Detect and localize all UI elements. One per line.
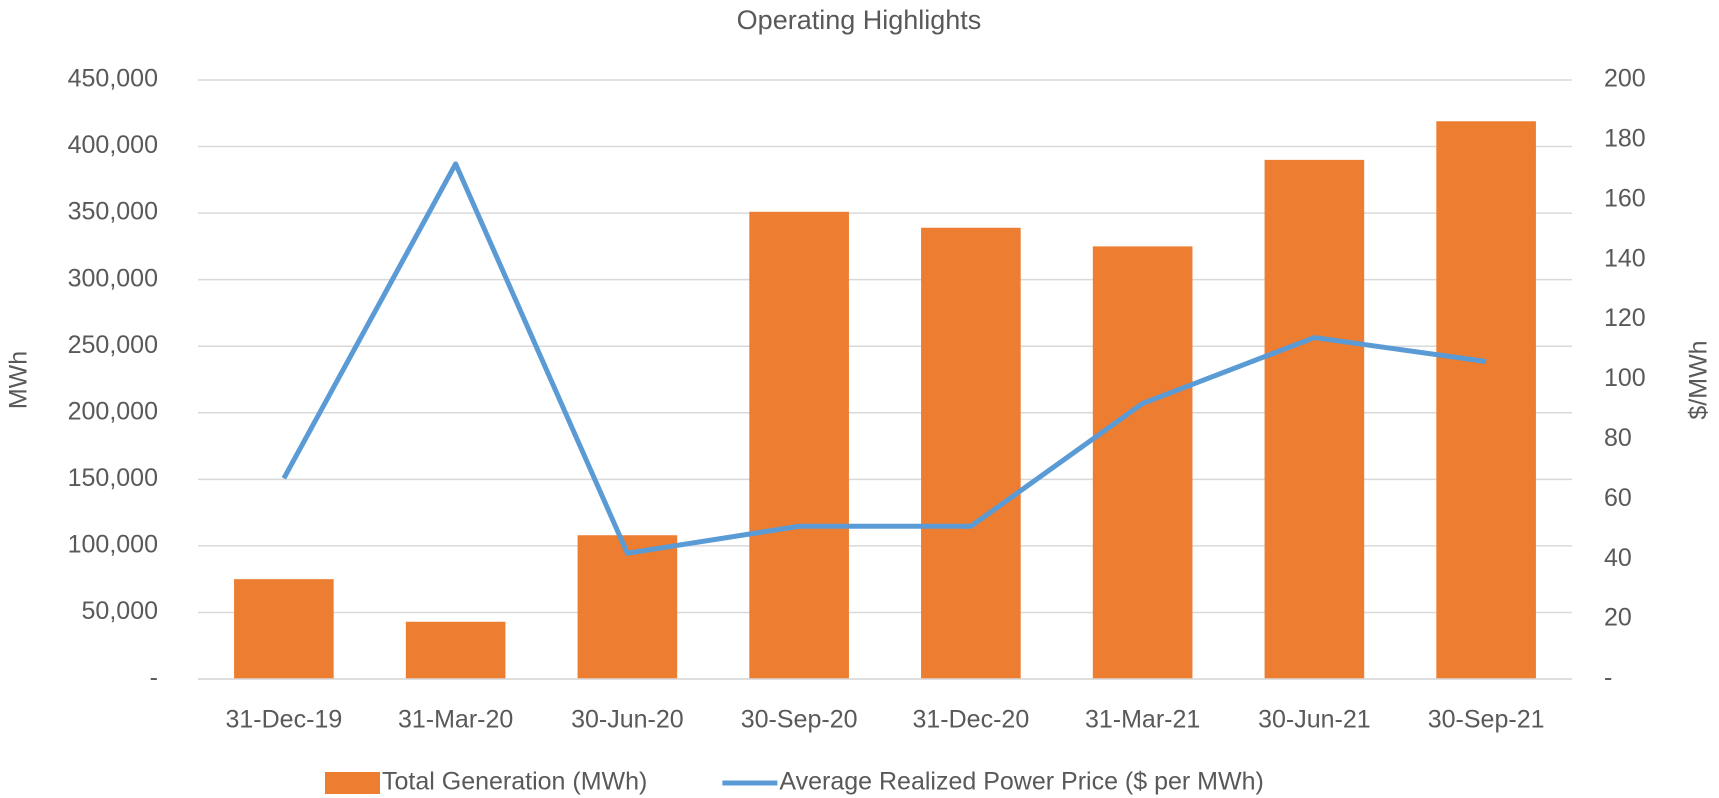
y2-tick-label: 80: [1604, 424, 1632, 452]
legend-swatch: [325, 772, 380, 794]
y2-axis-title: $/MWh: [1685, 340, 1713, 419]
y2-tick-label: 160: [1604, 184, 1646, 212]
y-axis-title: MWh: [5, 351, 33, 409]
y-tick-label: 450,000: [68, 65, 158, 93]
y-tick-label: 50,000: [82, 597, 158, 625]
y2-tick-label: 60: [1604, 484, 1632, 512]
chart-title: Operating Highlights: [737, 5, 982, 35]
bar: [1264, 159, 1365, 679]
legend-label: Total Generation (MWh): [382, 768, 647, 796]
y2-tick-label: 100: [1604, 364, 1646, 392]
x-tick-label: 30-Sep-21: [1428, 706, 1545, 734]
y2-tick-label: 120: [1604, 304, 1646, 332]
y-tick-label: -: [150, 664, 158, 692]
line: [281, 161, 1487, 556]
bar: [234, 579, 334, 679]
bar: [1436, 121, 1536, 679]
bar: [577, 535, 678, 679]
y-tick-label: 350,000: [68, 198, 158, 226]
legend-label: Average Realized Power Price ($ per MWh): [779, 768, 1263, 796]
y2-tick-label: 40: [1604, 544, 1632, 572]
y2-tick-label: 140: [1604, 244, 1646, 272]
y-tick-label: 300,000: [68, 264, 158, 292]
bar: [921, 227, 1021, 679]
y2-tick-label: 200: [1604, 65, 1646, 93]
y-tick-label: 250,000: [68, 331, 158, 359]
x-tick-label: 30-Jun-20: [571, 706, 684, 734]
y2-tick-label: 180: [1604, 125, 1646, 153]
bar: [405, 621, 506, 679]
x-tick-label: 31-Mar-20: [398, 706, 513, 734]
y2-tick-label: -: [1604, 664, 1612, 692]
y2-tick-label: 20: [1604, 604, 1632, 632]
bar: [1092, 246, 1193, 679]
y-tick-label: 200,000: [68, 397, 158, 425]
y-tick-label: 100,000: [68, 530, 158, 558]
y-tick-label: 400,000: [68, 131, 158, 159]
x-tick-label: 31-Mar-21: [1085, 706, 1200, 734]
y-tick-label: 150,000: [68, 464, 158, 492]
x-tick-label: 31-Dec-20: [913, 706, 1030, 734]
x-tick-label: 30-Jun-21: [1258, 706, 1371, 734]
x-tick-label: 30-Sep-20: [741, 706, 858, 734]
x-tick-label: 31-Dec-19: [226, 706, 343, 734]
bar: [749, 211, 849, 679]
